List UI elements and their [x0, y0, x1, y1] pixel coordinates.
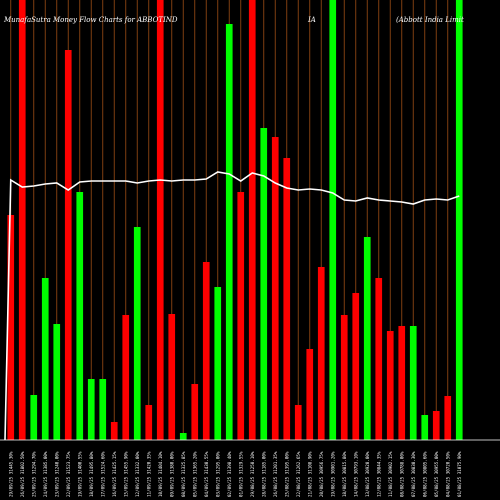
x-tick-label: 14/08/25 30793.10% [353, 451, 358, 497]
bar-05/08/2025 [432, 411, 440, 440]
x-tick-label: 21/08/25 31108.90% [307, 451, 312, 497]
x-tick-label: 13/08/25 30920.00% [365, 451, 370, 497]
x-tick-label: 29/09/25 31445.30% [8, 451, 13, 497]
x-tick-label: 01/08/25 31075.90% [457, 451, 462, 497]
bar-08/08/2025 [398, 326, 406, 440]
x-tick-label: 28/08/25 31185.00% [261, 451, 266, 497]
x-tick-label: 05/09/25 31365.20% [192, 451, 197, 497]
x-tick-label: 02/09/25 31398.40% [227, 451, 232, 497]
bar-26/08/2025 [271, 137, 279, 440]
chart-header-left: MunafaSutra Money Flow Charts for ABBOTI… [3, 16, 178, 24]
x-tick-label: 10/09/25 31404.10% [158, 451, 163, 497]
x-tick-label: 06/08/25 30805.60% [422, 451, 427, 497]
bar-04/08/2025 [444, 396, 452, 440]
x-tick-label: 08/09/25 31325.85% [181, 451, 186, 497]
bar-11/08/2025 [386, 331, 394, 440]
bar-28/08/2025 [260, 128, 268, 440]
x-tick-label: 12/08/25 30844.35% [376, 451, 381, 497]
money-flow-line [4, 171, 460, 441]
bar-16/09/2025 [110, 422, 118, 440]
x-tick-label: 26/08/25 31201.35% [273, 451, 278, 497]
bar-10/09/2025 [156, 0, 164, 440]
bar-19/09/2025 [76, 192, 84, 440]
x-tick-label: 08/08/25 30788.00% [399, 451, 404, 497]
bar-18/08/2025 [340, 315, 348, 440]
bar-series [7, 0, 463, 440]
x-tick-label: 04/09/25 31430.55% [204, 451, 209, 497]
bar-01/09/2025 [237, 192, 245, 440]
bar-22/08/2025 [294, 405, 302, 440]
x-tick-label: 11/09/25 31420.35% [146, 451, 151, 497]
bar-12/08/2025 [375, 278, 383, 440]
x-tick-label: 17/09/25 31524.60% [100, 451, 105, 497]
x-tick-label: 19/08/25 30901.20% [330, 451, 335, 497]
x-tick-label: 05/08/25 30955.00% [434, 451, 439, 497]
x-tick-label: 18/08/25 30815.80% [342, 451, 347, 497]
x-tick-label: 15/09/25 31455.90% [123, 451, 128, 497]
bar-09/09/2025 [168, 314, 176, 440]
x-tick-label: 29/08/25 31250.10% [250, 451, 255, 497]
bar-02/09/2025 [225, 24, 233, 440]
bar-25/08/2025 [283, 158, 291, 440]
x-tick-labels: 29/09/25 31445.30% 26/09/25 31802.50% 25/0… [8, 451, 462, 497]
bar-04/09/2025 [202, 262, 210, 440]
bar-26/09/2025 [18, 0, 26, 440]
bar-06/08/2025 [421, 415, 429, 440]
x-tick-label: 18/09/25 31495.80% [89, 451, 94, 497]
bar-14/08/2025 [352, 293, 360, 440]
bar-29/08/2025 [248, 0, 256, 440]
x-tick-label: 19/09/25 31400.55% [77, 451, 82, 497]
x-tick-label: 22/09/25 31523.75% [66, 451, 71, 497]
bar-08/09/2025 [179, 433, 187, 440]
x-tick-label: 04/08/25 30720.50% [445, 451, 450, 497]
bar-11/09/2025 [145, 405, 153, 440]
chart-header-right: (Abbott India Limit [396, 16, 464, 24]
x-tick-label: 22/08/25 31262.65% [296, 451, 301, 497]
bar-23/09/2025 [53, 324, 61, 440]
bar-19/08/2025 [329, 0, 337, 440]
bar-12/09/2025 [133, 227, 141, 440]
x-tick-label: 26/09/25 31802.50% [20, 451, 25, 497]
bar-17/09/2025 [99, 379, 107, 440]
bar-03/09/2025 [214, 287, 222, 440]
bar-29/09/2025 [7, 215, 15, 440]
x-tick-label: 16/09/25 31425.15% [112, 451, 117, 497]
bar-24/09/2025 [41, 278, 49, 440]
x-tick-label: 24/09/25 31385.00% [43, 451, 48, 497]
bar-15/09/2025 [122, 315, 130, 440]
x-tick-label: 01/09/25 31329.55% [238, 451, 243, 497]
bar-13/08/2025 [363, 237, 371, 440]
bar-05/09/2025 [191, 384, 199, 440]
bar-01/08/2025 [455, 0, 463, 440]
chart-header-middle: IA [307, 16, 316, 24]
x-tick-label: 11/08/25 30902.15% [388, 451, 393, 497]
x-tick-label: 07/08/25 30830.30% [411, 451, 416, 497]
x-tick-label: 09/09/25 31380.00% [169, 451, 174, 497]
x-tick-label: 12/09/25 31332.00% [135, 451, 140, 497]
x-tick-label: 03/09/25 31295.00% [215, 451, 220, 497]
bar-07/08/2025 [409, 326, 417, 440]
bar-20/08/2025 [317, 267, 325, 440]
x-tick-label: 25/08/25 31395.00% [284, 451, 289, 497]
bar-22/09/2025 [64, 50, 72, 440]
x-tick-label: 25/09/25 31294.70% [31, 451, 36, 497]
x-tick-label: 23/09/25 31240.00% [54, 451, 59, 497]
x-tick-label: 20/08/25 30956.75% [319, 451, 324, 497]
bar-25/09/2025 [30, 395, 38, 440]
bar-18/09/2025 [87, 379, 95, 440]
bar-21/08/2025 [306, 349, 314, 440]
